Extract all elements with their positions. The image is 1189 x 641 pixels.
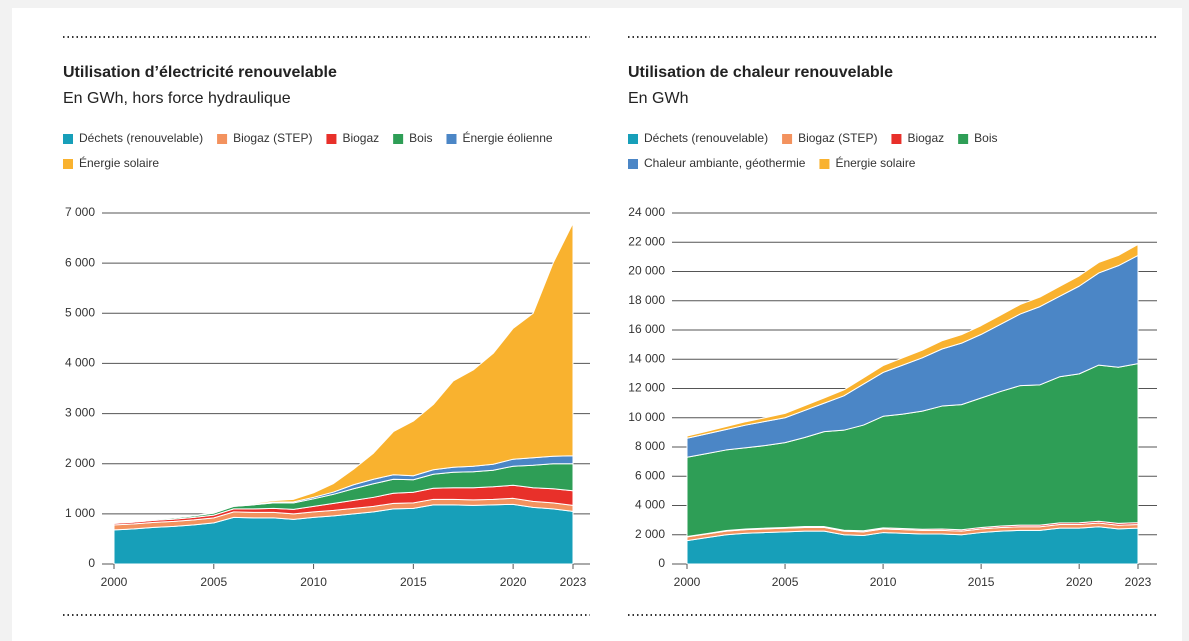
legend-swatch — [393, 134, 404, 144]
legend-label: Énergie éolienne — [462, 130, 552, 145]
legend-swatch — [446, 134, 457, 144]
y-tick-label: 8 000 — [635, 439, 665, 453]
legend-label: Bois — [409, 131, 432, 145]
legend-label: Bois — [974, 131, 997, 145]
legend-label: Biogaz (STEP) — [233, 131, 312, 145]
y-tick-label: 2 000 — [635, 527, 665, 541]
chart-title: Utilisation de chaleur renouvelable — [628, 64, 893, 81]
legend-label: Chaleur ambiante, géothermie — [644, 156, 806, 170]
x-tick-label: 2010 — [870, 575, 897, 589]
y-tick-label: 14 000 — [628, 351, 665, 365]
legend-swatch — [63, 134, 73, 144]
x-tick-label: 2010 — [300, 575, 327, 589]
x-tick-label: 2000 — [674, 575, 701, 589]
y-tick-label: 2 000 — [65, 456, 95, 470]
legend-label: Déchets (renouvelable) — [644, 131, 768, 145]
chart-subtitle: En GWh, hors force hydraulique — [63, 90, 291, 107]
y-tick-label: 7 000 — [65, 205, 95, 219]
x-tick-label: 2020 — [500, 575, 527, 589]
y-tick-label: 22 000 — [628, 234, 665, 248]
x-tick-label: 2015 — [400, 575, 427, 589]
chart-title: Utilisation d’électricité renouvelable — [63, 64, 337, 81]
chart-subtitle: En GWh — [628, 90, 688, 107]
y-tick-label: 20 000 — [628, 264, 665, 278]
x-tick-label: 2023 — [1125, 575, 1152, 589]
y-tick-label: 18 000 — [628, 293, 665, 307]
y-tick-label: 6 000 — [65, 255, 95, 269]
y-tick-label: 6 000 — [635, 468, 665, 482]
legend-label: Biogaz — [907, 131, 944, 145]
legend-label: Biogaz (STEP) — [798, 131, 877, 145]
y-tick-label: 16 000 — [628, 322, 665, 336]
legend-swatch — [819, 159, 830, 169]
legend-swatch — [326, 134, 337, 144]
legend-swatch — [782, 134, 793, 144]
legend-label: Énergie solaire — [835, 155, 915, 170]
x-tick-label: 2023 — [560, 575, 587, 589]
x-tick-label: 2000 — [101, 575, 128, 589]
y-tick-label: 24 000 — [628, 205, 665, 219]
legend-label: Énergie solaire — [79, 155, 159, 170]
y-tick-label: 4 000 — [635, 498, 665, 512]
y-tick-label: 5 000 — [65, 305, 95, 319]
area — [686, 243, 1139, 439]
legend-swatch — [628, 134, 638, 144]
legend-label: Déchets (renouvelable) — [79, 131, 203, 145]
legend-swatch — [63, 159, 73, 169]
legend-swatch — [628, 159, 638, 169]
y-tick-label: 12 000 — [628, 381, 665, 395]
y-tick-label: 0 — [88, 556, 95, 570]
area — [113, 222, 574, 524]
y-tick-label: 1 000 — [65, 506, 95, 520]
y-tick-label: 4 000 — [65, 356, 95, 370]
legend-swatch — [217, 134, 228, 144]
x-tick-label: 2005 — [772, 575, 799, 589]
legend-label: Biogaz — [342, 131, 379, 145]
x-tick-label: 2015 — [968, 575, 995, 589]
legend-swatch — [958, 134, 969, 144]
x-tick-label: 2020 — [1066, 575, 1093, 589]
legend-swatch — [891, 134, 902, 144]
x-tick-label: 2005 — [200, 575, 227, 589]
y-tick-label: 0 — [658, 556, 665, 570]
y-tick-label: 10 000 — [628, 410, 665, 424]
y-tick-label: 3 000 — [65, 406, 95, 420]
